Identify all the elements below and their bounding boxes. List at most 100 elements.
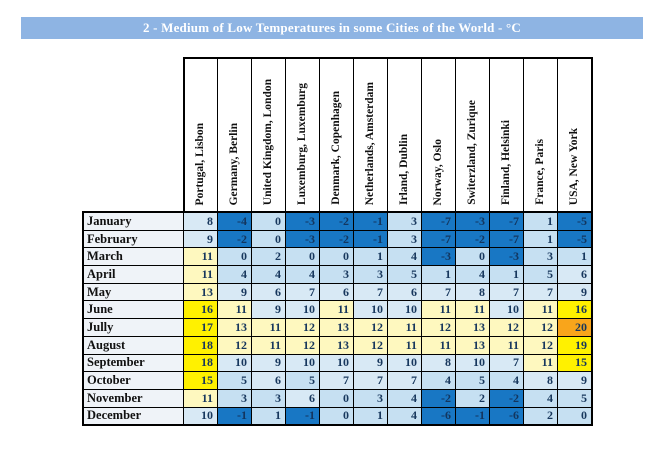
- value-cell[interactable]: 13: [319, 335, 354, 355]
- value-cell[interactable]: 0: [319, 247, 354, 267]
- value-cell[interactable]: 3: [353, 388, 388, 408]
- value-cell[interactable]: 9: [251, 300, 286, 320]
- value-cell[interactable]: 2: [251, 247, 286, 267]
- value-cell[interactable]: 1: [251, 406, 286, 427]
- value-cell[interactable]: 11: [319, 300, 354, 320]
- value-cell[interactable]: -1: [353, 210, 388, 231]
- value-cell[interactable]: 9: [183, 229, 218, 249]
- value-cell[interactable]: 0: [251, 229, 286, 249]
- value-cell[interactable]: -2: [217, 229, 252, 249]
- value-cell[interactable]: 11: [489, 335, 524, 355]
- value-cell[interactable]: 12: [217, 335, 252, 355]
- value-cell[interactable]: 7: [421, 282, 456, 302]
- value-cell[interactable]: 1: [523, 229, 558, 249]
- value-cell[interactable]: 0: [319, 406, 354, 427]
- value-cell[interactable]: 7: [523, 282, 558, 302]
- value-cell[interactable]: -5: [557, 210, 593, 231]
- value-cell[interactable]: 11: [523, 353, 558, 373]
- column-header-norway-oslo[interactable]: Norway, Oslo: [421, 57, 456, 213]
- month-label-cell[interactable]: October: [82, 371, 184, 390]
- value-cell[interactable]: -6: [489, 406, 524, 427]
- value-cell[interactable]: 5: [387, 265, 422, 284]
- value-cell[interactable]: 3: [353, 265, 388, 284]
- value-cell[interactable]: 3: [523, 247, 558, 267]
- value-cell[interactable]: -3: [285, 229, 320, 249]
- value-cell[interactable]: -3: [285, 210, 320, 231]
- value-cell[interactable]: -2: [455, 229, 490, 249]
- value-cell[interactable]: 4: [489, 371, 524, 390]
- value-cell[interactable]: 11: [387, 335, 422, 355]
- column-header-denmark-copenhagen[interactable]: Denmark, Copenhagen: [319, 57, 354, 213]
- value-cell[interactable]: 2: [523, 406, 558, 427]
- value-cell[interactable]: 12: [523, 335, 558, 355]
- value-cell[interactable]: 9: [557, 282, 593, 302]
- value-cell[interactable]: 0: [319, 388, 354, 408]
- value-cell[interactable]: 0: [557, 406, 593, 427]
- value-cell[interactable]: 7: [319, 371, 354, 390]
- value-cell[interactable]: 1: [353, 247, 388, 267]
- value-cell[interactable]: 6: [251, 371, 286, 390]
- value-cell[interactable]: -7: [489, 210, 524, 231]
- value-cell[interactable]: -7: [421, 210, 456, 231]
- value-cell[interactable]: 3: [251, 388, 286, 408]
- value-cell[interactable]: 16: [557, 300, 593, 320]
- value-cell[interactable]: 3: [387, 210, 422, 231]
- value-cell[interactable]: 4: [421, 371, 456, 390]
- month-label-cell[interactable]: August: [82, 335, 184, 355]
- month-label-cell[interactable]: January: [82, 210, 184, 231]
- value-cell[interactable]: -7: [489, 229, 524, 249]
- column-header-irland-dublin[interactable]: Irland, Dublin: [387, 57, 422, 213]
- value-cell[interactable]: 4: [285, 265, 320, 284]
- value-cell[interactable]: 7: [489, 353, 524, 373]
- value-cell[interactable]: 7: [353, 282, 388, 302]
- value-cell[interactable]: 17: [183, 318, 218, 337]
- value-cell[interactable]: 3: [217, 388, 252, 408]
- value-cell[interactable]: 4: [251, 265, 286, 284]
- value-cell[interactable]: 10: [489, 300, 524, 320]
- value-cell[interactable]: -2: [489, 388, 524, 408]
- value-cell[interactable]: 11: [523, 300, 558, 320]
- value-cell[interactable]: 11: [183, 265, 218, 284]
- value-cell[interactable]: 12: [353, 335, 388, 355]
- value-cell[interactable]: 15: [183, 371, 218, 390]
- value-cell[interactable]: 10: [285, 353, 320, 373]
- value-cell[interactable]: 8: [455, 282, 490, 302]
- value-cell[interactable]: -1: [353, 229, 388, 249]
- value-cell[interactable]: 4: [217, 265, 252, 284]
- value-cell[interactable]: 12: [523, 318, 558, 337]
- value-cell[interactable]: 13: [455, 318, 490, 337]
- value-cell[interactable]: 11: [251, 318, 286, 337]
- value-cell[interactable]: -1: [455, 406, 490, 427]
- value-cell[interactable]: 7: [285, 282, 320, 302]
- value-cell[interactable]: -3: [489, 247, 524, 267]
- month-label-cell[interactable]: March: [82, 247, 184, 267]
- value-cell[interactable]: 16: [183, 300, 218, 320]
- value-cell[interactable]: 6: [251, 282, 286, 302]
- value-cell[interactable]: -5: [557, 229, 593, 249]
- value-cell[interactable]: 12: [489, 318, 524, 337]
- value-cell[interactable]: 4: [523, 388, 558, 408]
- value-cell[interactable]: 2: [455, 388, 490, 408]
- value-cell[interactable]: 11: [183, 247, 218, 267]
- value-cell[interactable]: 18: [183, 335, 218, 355]
- value-cell[interactable]: 9: [557, 371, 593, 390]
- value-cell[interactable]: 0: [251, 210, 286, 231]
- value-cell[interactable]: 5: [455, 371, 490, 390]
- column-header-france-paris[interactable]: France, Paris: [523, 57, 558, 213]
- month-label-cell[interactable]: Jully: [82, 318, 184, 337]
- value-cell[interactable]: 11: [217, 300, 252, 320]
- value-cell[interactable]: 11: [421, 335, 456, 355]
- value-cell[interactable]: 0: [455, 247, 490, 267]
- value-cell[interactable]: -6: [421, 406, 456, 427]
- column-header-luxemburg-luxemburg[interactable]: Luxemburg, Luxemburg: [285, 57, 320, 213]
- value-cell[interactable]: 10: [387, 300, 422, 320]
- month-label-cell[interactable]: December: [82, 406, 184, 427]
- value-cell[interactable]: 11: [251, 335, 286, 355]
- month-label-cell[interactable]: April: [82, 265, 184, 284]
- value-cell[interactable]: 7: [353, 371, 388, 390]
- value-cell[interactable]: 1: [523, 210, 558, 231]
- value-cell[interactable]: 4: [455, 265, 490, 284]
- column-header-finland-helsinki[interactable]: Finland, Helsinki: [489, 57, 524, 213]
- value-cell[interactable]: 9: [353, 353, 388, 373]
- month-label-cell[interactable]: February: [82, 229, 184, 249]
